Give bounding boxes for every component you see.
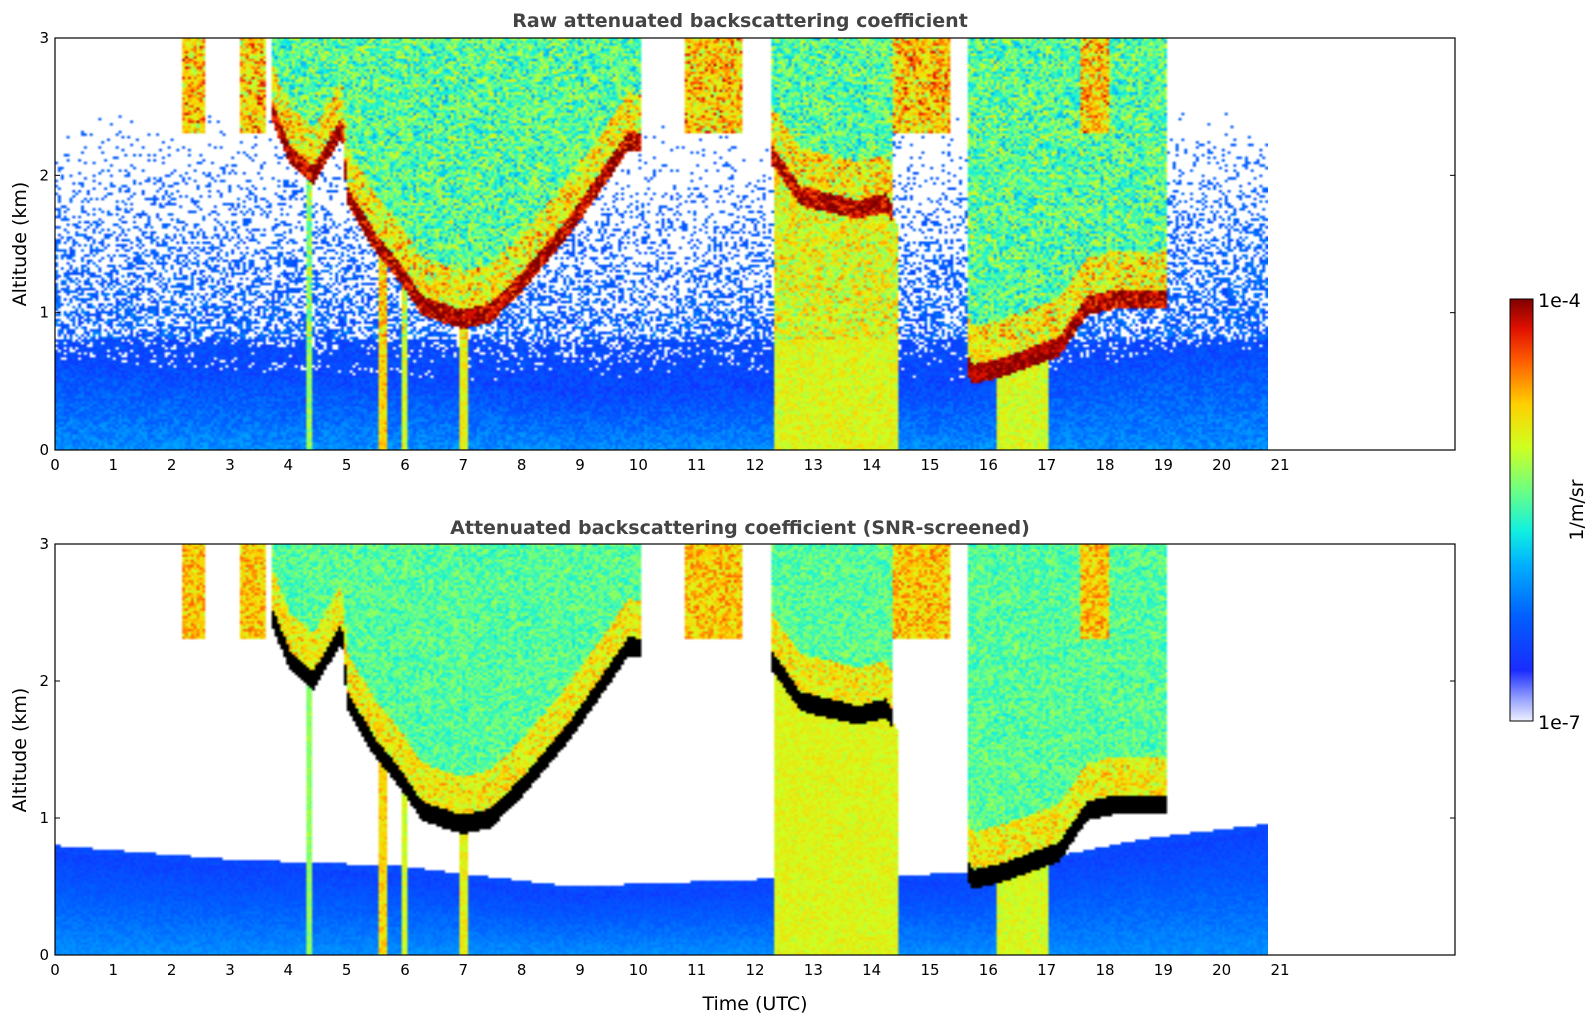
panel-screened-frame [54, 543, 1456, 956]
panel-screened-yticks: 0 1 2 3 [39, 535, 1455, 964]
panel-raw-xtick-label: 4 [284, 456, 294, 474]
panel-raw-ytick-label: 3 [39, 29, 49, 47]
panel-screened-ytick-label: 0 [39, 946, 49, 964]
panel-raw-xticks: 0 1 2 3 4 5 6 7 8 9 10 11 12 13 14 15 16 17 18 19 20 21 [50, 456, 1289, 474]
panel-screened-xtick-label: 8 [517, 961, 527, 979]
panel-raw-xtick-label: 17 [1037, 456, 1056, 474]
panel-screened-xtick-label: 18 [1095, 961, 1114, 979]
panel-screened-xtick-label: 4 [284, 961, 294, 979]
panel-raw-xtick-label: 19 [1154, 456, 1173, 474]
panel-screened-xtick-label: 13 [804, 961, 823, 979]
panel-raw-xtick-label: 9 [575, 456, 585, 474]
panel-screened-heatmap [55, 544, 1268, 955]
panel-screened-xtick-label: 10 [629, 961, 648, 979]
panel-screened-ytick-label: 2 [39, 672, 49, 690]
panel-raw-xtick-label: 20 [1212, 456, 1231, 474]
panel-raw-xtick-label: 12 [745, 456, 764, 474]
panel-screened-ylabel: Altitude (km) [9, 688, 31, 813]
panel-screened-xtick-label: 19 [1154, 961, 1173, 979]
panel-screened-xtick-label: 16 [979, 961, 998, 979]
panel-raw-xtick-label: 13 [804, 456, 823, 474]
panel-screened-xtick-label: 1 [109, 961, 119, 979]
panel-screened-xticks: 0 1 2 3 4 5 6 7 8 9 10 11 12 13 14 15 16 17 18 19 20 21 [50, 961, 1289, 979]
panel-raw-ylabel: Altitude (km) [9, 182, 31, 307]
panel-raw-xtick-label: 6 [400, 456, 410, 474]
panel-raw-xtick-label: 10 [629, 456, 648, 474]
panel-screened-xtick-label: 7 [459, 961, 469, 979]
panel-screened-xtick-label: 9 [575, 961, 585, 979]
panel-screened-xtick-label: 11 [687, 961, 706, 979]
panel-raw-frame [54, 37, 1456, 451]
colorbar: 1e-4 1e-7 1/m/sr [1509, 290, 1588, 734]
panel-raw-xtick-label: 1 [109, 456, 119, 474]
panel-raw-xtick-label: 5 [342, 456, 352, 474]
panel-raw-xtick-label: 11 [687, 456, 706, 474]
panel-screened-xtick-label: 21 [1270, 961, 1289, 979]
colorbar-max-label: 1e-4 [1538, 290, 1581, 312]
panel-screened-xtick-label: 14 [862, 961, 881, 979]
panel-raw-xtick-label: 7 [459, 456, 469, 474]
panel-screened-ytick-label: 1 [39, 809, 49, 827]
colorbar-min-label: 1e-7 [1538, 712, 1581, 734]
panel-screened-xtick-label: 20 [1212, 961, 1231, 979]
panel-raw-xtick-label: 2 [167, 456, 177, 474]
panel-screened-xtick-label: 3 [225, 961, 235, 979]
panel-raw-ytick-label: 2 [39, 166, 49, 184]
panel-raw-xtick-label: 15 [920, 456, 939, 474]
colorbar-gradient [1509, 298, 1534, 722]
panel-raw-yticks: 0 1 2 3 [39, 29, 1455, 459]
panel-screened-ytick-label: 3 [39, 535, 49, 553]
colorbar-label: 1/m/sr [1566, 479, 1588, 540]
panel-raw-xtick-label: 8 [517, 456, 527, 474]
panel-raw-heatmap [55, 38, 1268, 450]
panel-screened-xtick-label: 0 [50, 961, 60, 979]
panel-screened-xtick-label: 2 [167, 961, 177, 979]
panel-raw-xtick-label: 21 [1270, 456, 1289, 474]
panel-raw-ytick-label: 1 [39, 304, 49, 322]
panel-raw-xtick-label: 0 [50, 456, 60, 474]
panel-raw-xtick-label: 14 [862, 456, 881, 474]
panel-screened-xtick-label: 15 [920, 961, 939, 979]
panel-screened: Attenuated backscattering coefficient (S… [9, 517, 1456, 1015]
panel-raw-ytick-label: 0 [39, 441, 49, 459]
panel-screened-xtick-label: 5 [342, 961, 352, 979]
panel-screened-xtick-label: 6 [400, 961, 410, 979]
panel-raw-xtick-label: 18 [1095, 456, 1114, 474]
panel-screened-xtick-label: 12 [745, 961, 764, 979]
panel-raw-title: Raw attenuated backscattering coefficien… [512, 10, 968, 32]
panel-raw-xtick-label: 16 [979, 456, 998, 474]
panel-screened-xlabel: Time (UTC) [701, 993, 807, 1015]
panel-screened-title: Attenuated backscattering coefficient (S… [450, 517, 1030, 539]
panel-raw-xtick-label: 3 [225, 456, 235, 474]
panel-raw: Raw attenuated backscattering coefficien… [9, 10, 1456, 474]
panel-screened-xtick-label: 17 [1037, 961, 1056, 979]
